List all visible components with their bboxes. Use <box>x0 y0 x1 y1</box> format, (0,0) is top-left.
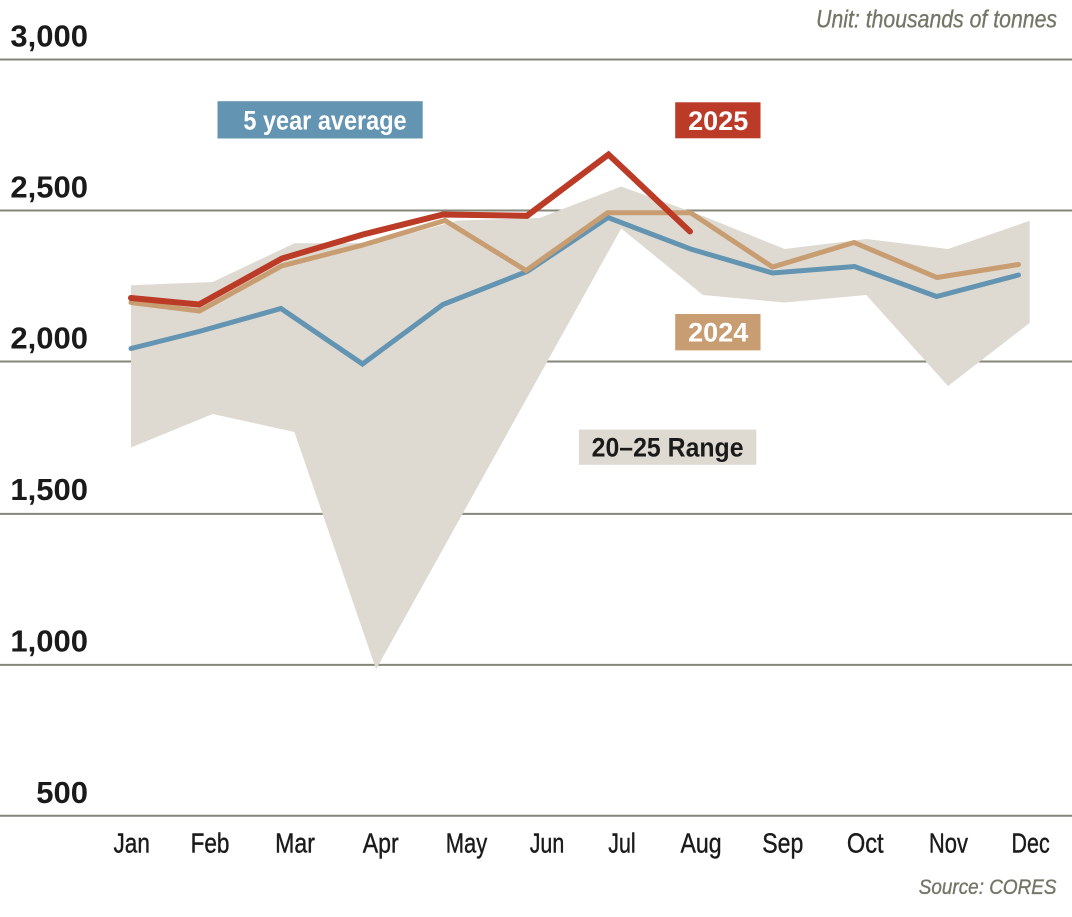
svg-text:5 year average: 5 year average <box>243 106 406 136</box>
svg-text:2,000: 2,000 <box>10 321 88 356</box>
svg-text:2024: 2024 <box>688 318 748 348</box>
svg-text:3,000: 3,000 <box>10 19 88 54</box>
svg-text:Apr: Apr <box>363 829 399 859</box>
svg-text:Aug: Aug <box>680 829 721 859</box>
svg-text:Feb: Feb <box>191 829 230 860</box>
svg-text:1,000: 1,000 <box>10 623 88 658</box>
svg-text:Nov: Nov <box>929 828 969 859</box>
svg-text:1,500: 1,500 <box>10 472 88 507</box>
svg-text:Jun: Jun <box>530 829 565 859</box>
svg-text:Source: CORES: Source: CORES <box>919 876 1057 899</box>
svg-text:Sep: Sep <box>762 829 803 859</box>
svg-text:2,500: 2,500 <box>10 170 88 205</box>
svg-text:Oct: Oct <box>847 829 884 859</box>
svg-text:20–25 Range: 20–25 Range <box>592 434 744 463</box>
svg-text:Unit: thousands of tonnes: Unit: thousands of tonnes <box>816 5 1057 33</box>
svg-text:May: May <box>446 828 488 859</box>
svg-text:Mar: Mar <box>275 829 315 859</box>
svg-text:Jan: Jan <box>114 829 150 860</box>
svg-text:Dec: Dec <box>1012 829 1050 859</box>
svg-text:2025: 2025 <box>688 106 748 136</box>
svg-text:500: 500 <box>36 775 88 810</box>
svg-text:Jul: Jul <box>608 829 635 859</box>
